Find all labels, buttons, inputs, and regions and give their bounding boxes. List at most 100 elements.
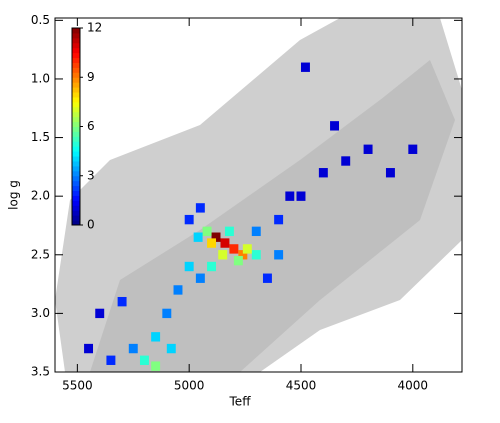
colorbar-segment	[72, 170, 80, 177]
density-cell	[341, 156, 351, 166]
density-cell	[166, 343, 176, 354]
x-tick-label: 5000	[174, 379, 205, 393]
colorbar-tick-label: 6	[87, 119, 95, 133]
colorbar-segment	[72, 111, 80, 118]
colorbar-segment	[72, 106, 80, 113]
colorbar-segment	[72, 47, 80, 54]
colorbar-segment	[72, 165, 80, 172]
colorbar-segment	[72, 136, 80, 142]
density-cell	[117, 296, 127, 307]
density-cell	[195, 203, 205, 213]
y-tick-label: 1.5	[31, 130, 50, 144]
density-cell	[274, 250, 284, 260]
colorbar-segment	[72, 96, 80, 103]
density-cell	[238, 250, 248, 260]
density-cell	[151, 361, 161, 371]
density-cell	[220, 238, 230, 248]
x-tick-label: 5500	[62, 379, 93, 393]
y-tick-label: 1.0	[31, 71, 50, 85]
density-cell	[385, 168, 395, 178]
y-tick-label: 3.5	[31, 365, 50, 379]
density-cell	[251, 250, 261, 260]
density-cell	[274, 214, 284, 225]
colorbar-segment	[72, 190, 80, 196]
density-cell	[173, 285, 183, 295]
density-cell	[84, 343, 94, 354]
density-cell	[195, 273, 205, 283]
density-cell	[300, 62, 310, 72]
colorbar-segment	[72, 175, 80, 182]
y-tick-label: 3.0	[31, 306, 50, 320]
density-cell	[229, 244, 239, 254]
x-axis-label: Teff	[229, 395, 252, 409]
colorbar-segment	[72, 160, 80, 167]
density-cell	[202, 226, 212, 237]
colorbar-tick-label: 12	[87, 21, 102, 35]
density-cell	[318, 168, 328, 178]
density-cell	[218, 250, 228, 260]
density-cell	[363, 144, 373, 154]
colorbar-segment	[72, 77, 80, 83]
density-cell	[106, 355, 116, 365]
colorbar-segment	[72, 101, 80, 108]
x-tick-label: 4500	[286, 379, 317, 393]
colorbar-segment	[72, 205, 80, 211]
colorbar-segment	[72, 72, 80, 78]
colorbar-segment	[72, 215, 80, 221]
density-cell	[139, 355, 149, 365]
density-cell	[242, 244, 252, 254]
density-cell	[285, 191, 295, 201]
colorbar-segment	[72, 121, 80, 127]
colorbar-segment	[72, 28, 80, 34]
colorbar-tick-label: 9	[87, 70, 95, 84]
density-cell	[330, 121, 340, 131]
colorbar-segment	[72, 37, 80, 44]
density-cell	[211, 232, 221, 242]
colorbar-segment	[72, 126, 80, 132]
y-axis-label: log g	[7, 180, 21, 210]
plot-frame	[54, 17, 463, 373]
colorbar-segment	[72, 141, 80, 147]
colorbar-segment	[72, 32, 80, 39]
y-tick-label: 2.0	[31, 189, 50, 203]
colorbar-segment	[72, 62, 80, 68]
density-cell	[184, 214, 194, 225]
density-cell	[262, 273, 272, 283]
x-tick-label: 4000	[398, 379, 429, 393]
colorbar-segment	[72, 92, 80, 98]
density-cell	[193, 232, 203, 242]
colorbar-segment	[72, 42, 80, 49]
density-cell	[162, 308, 172, 319]
colorbar-segment	[72, 67, 80, 73]
colorbar-segment	[72, 151, 80, 157]
density-cell	[207, 238, 217, 248]
colorbar-segment	[72, 57, 80, 63]
density-cell	[207, 261, 217, 272]
colorbar-tick-label: 0	[87, 218, 95, 232]
density-cell	[224, 226, 234, 237]
colorbar-tick-label: 3	[87, 168, 95, 182]
colorbar-segment	[72, 195, 80, 201]
density-cell	[251, 226, 261, 237]
colorbar-segment	[72, 156, 80, 162]
density-cell	[233, 255, 243, 266]
density-cell	[184, 261, 194, 272]
y-tick-label: 0.5	[31, 13, 50, 27]
colorbar-segment	[72, 146, 80, 152]
colorbar-segment	[72, 185, 80, 192]
density-cell	[95, 308, 105, 319]
density-cell	[128, 343, 138, 354]
colorbar-segment	[72, 87, 80, 93]
colorbar-segment	[72, 200, 80, 206]
colorbar-segment	[72, 210, 80, 216]
colorbar-segment	[72, 131, 80, 137]
density-cell	[296, 191, 306, 201]
density-cell	[408, 144, 418, 154]
y-tick-label: 2.5	[31, 247, 50, 261]
colorbar-segment	[72, 82, 80, 88]
colorbar-segment	[72, 220, 80, 226]
colorbar-segment	[72, 116, 80, 123]
colorbar-segment	[72, 180, 80, 187]
density-cell	[151, 332, 161, 342]
